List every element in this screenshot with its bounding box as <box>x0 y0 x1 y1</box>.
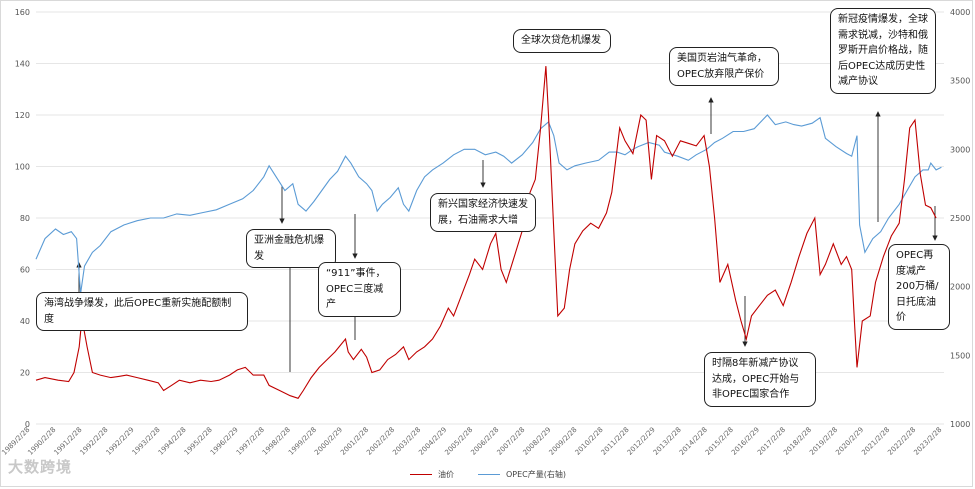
right-tick-label: 1000 <box>950 420 970 429</box>
annotation-gulf-war: 海湾战争爆发，此后OPEC重新实施配额制度 <box>36 292 248 331</box>
right-tick-label: 1500 <box>950 351 970 360</box>
right-tick-label: 2500 <box>950 214 970 223</box>
series-line-oil-price <box>35 66 937 399</box>
left-tick-label: 160 <box>15 8 30 17</box>
right-tick-label: 4000 <box>950 8 970 17</box>
left-tick-label: 0 <box>25 420 30 429</box>
left-tick-label: 120 <box>15 111 30 120</box>
legend-label-opec: OPEC产量(右轴) <box>506 470 567 479</box>
legend-label-oil: 油价 <box>438 470 454 479</box>
left-tick-label: 140 <box>15 60 30 69</box>
annotation-opec-cut: OPEC再度减产200万桶/日托底油价 <box>888 244 950 330</box>
right-tick-label: 2000 <box>950 283 970 292</box>
left-tick-label: 100 <box>15 163 30 172</box>
left-axis-ticks: 0 20 40 60 80 100 120 140 160 <box>15 8 30 429</box>
annotation-covid: 新冠疫情爆发，全球需求锐减，沙特和俄罗斯开启价格战，随后OPEC达成历史性减产协… <box>830 8 936 94</box>
watermark-logo: 大数跨境 <box>8 458 73 476</box>
annotation-nine-eleven: “911”事件，OPEC三度减产 <box>318 262 401 317</box>
right-tick-label: 3000 <box>950 145 970 154</box>
left-tick-label: 40 <box>20 317 30 326</box>
annotation-emerging: 新兴国家经济快速发展，石油需求大增 <box>430 193 536 232</box>
annotation-subprime: 全球次贷危机爆发 <box>513 29 611 53</box>
right-axis-ticks: 1000 1500 2000 2500 3000 3500 4000 <box>950 8 970 429</box>
annotation-opec-plus: 时隔8年新减产协议达成，OPEC开始与非OPEC国家合作 <box>704 352 816 407</box>
left-tick-label: 20 <box>20 369 30 378</box>
x-axis-ticks: 1989/2/281990/2/281991/2/281992/2/281992… <box>0 426 943 457</box>
left-tick-label: 80 <box>20 214 30 223</box>
legend-swatch-oil <box>410 474 432 475</box>
legend: 油价 OPEC产量(右轴) <box>410 469 566 480</box>
legend-swatch-opec <box>478 474 500 475</box>
series-line-opec-output <box>35 114 942 294</box>
annotation-asian-crisis: 亚洲金融危机爆发 <box>246 229 336 268</box>
annotation-shale: 美国页岩油气革命，OPEC放弃限产保价 <box>669 47 779 86</box>
right-tick-label: 3500 <box>950 77 970 86</box>
left-tick-label: 60 <box>20 266 30 275</box>
x-tick-label: 2023/2/28 <box>912 426 943 457</box>
